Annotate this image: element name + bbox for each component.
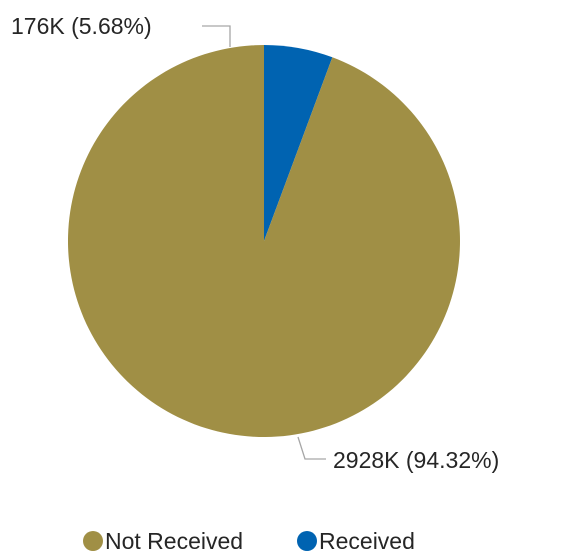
legend: Not Received Received — [83, 528, 415, 554]
pie-slice-received — [264, 45, 333, 241]
legend-swatch-not-received — [83, 531, 103, 551]
legend-label-received: Received — [319, 528, 415, 554]
leader-line-not-received — [297, 436, 326, 460]
leader-lines — [202, 25, 326, 460]
slices-layer — [67, 45, 460, 437]
data-label-received: 176K (5.68%) — [11, 13, 152, 39]
legend-label-not-received: Not Received — [105, 528, 243, 554]
leader-line-received — [202, 25, 231, 47]
legend-swatch-received — [297, 531, 317, 551]
data-label-not-received: 2928K (94.32%) — [333, 447, 499, 473]
data-labels: 176K (5.68%) 2928K (94.32%) — [11, 13, 499, 473]
pie-slice-not-received — [67, 45, 460, 437]
